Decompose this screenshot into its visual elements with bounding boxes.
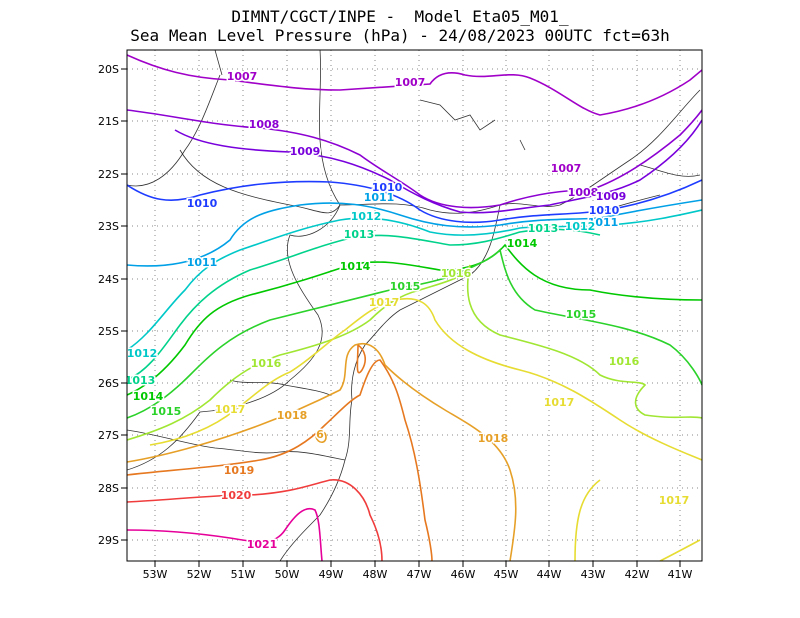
isobar-1021	[127, 508, 323, 561]
isobar-label-1016: 1016	[251, 357, 282, 370]
lon-tick-label: 47W	[407, 568, 432, 581]
isobar-label-1018: 1018	[277, 409, 308, 422]
isobar-label-1008: 1008	[568, 186, 599, 199]
isobar-label-1017: 1017	[544, 396, 575, 409]
lon-tick-label: 46W	[451, 568, 476, 581]
isobar-label-1009: 1009	[596, 190, 627, 203]
axis-ticks: 20S 21S 22S 23S 24S 25S 26S 27S 28S 29S 53W 52W 51W 5…	[98, 63, 693, 581]
lat-tick-label: 20S	[98, 63, 119, 76]
lat-tick-label: 21S	[98, 115, 119, 128]
lat-tick-label: 26S	[98, 377, 119, 390]
isobar-1017	[149, 298, 702, 561]
map-frame	[126, 49, 703, 562]
lat-tick-label: 27S	[98, 429, 119, 442]
map-gridlines	[127, 50, 702, 561]
isobar-label-1014: 1014	[133, 390, 164, 403]
isobar-label-1021: 1021	[247, 538, 278, 551]
lat-tick-label: 29S	[98, 534, 119, 547]
isobar-label-1010: 1010	[589, 204, 620, 217]
lon-tick-label: 44W	[537, 568, 562, 581]
isobar-1018-small	[315, 430, 327, 444]
map-title-line1: DIMNT/CGCT/INPE - Model Eta05_M01_	[231, 7, 569, 26]
isobar-1014	[127, 243, 702, 396]
isobar-label-1017: 1017	[369, 296, 400, 309]
isobar-1011	[127, 199, 702, 267]
lat-tick-label: 23S	[98, 220, 119, 233]
lat-tick-label: 28S	[98, 482, 119, 495]
isobar-label-1017: 1017	[215, 403, 246, 416]
lat-tick-label: 24S	[98, 273, 119, 286]
lon-tick-label: 51W	[231, 568, 256, 581]
isobar-label-1010: 1010	[187, 197, 218, 210]
isobar-label-1007: 1007	[551, 162, 582, 175]
coastline	[127, 50, 701, 561]
isobar-label-1008: 1008	[249, 118, 280, 131]
isobar-1016	[127, 264, 702, 441]
lon-tick-label: 41W	[668, 568, 693, 581]
lat-tick-label: 25S	[98, 325, 119, 338]
lon-tick-label: 42W	[625, 568, 650, 581]
isobar-label-1012: 1012	[127, 347, 158, 360]
isobars	[127, 54, 702, 561]
isobar-1013	[127, 228, 601, 381]
isobar-1018	[127, 343, 517, 561]
isobar-label-1013: 1013	[344, 228, 375, 241]
isobar-label-1015: 1015	[151, 405, 182, 418]
isobar-label-1007: 1007	[395, 76, 426, 89]
isobar-label-1009: 1009	[290, 145, 321, 158]
isobar-label-1011: 1011	[588, 216, 619, 229]
isobar-label-1014: 1014	[340, 260, 371, 273]
lon-tick-label: 43W	[581, 568, 606, 581]
isobar-label-1007: 1007	[227, 70, 258, 83]
isobar-label-1016: 1016	[441, 267, 472, 280]
isobar-label-1013: 1013	[528, 222, 559, 235]
lon-tick-label: 53W	[143, 568, 168, 581]
isobar-1019	[127, 344, 433, 561]
isobar-label-6: 6	[316, 428, 324, 441]
isobar-label-1015: 1015	[566, 308, 597, 321]
isobar-label-1020: 1020	[221, 489, 252, 502]
isobar-label-1018: 1018	[478, 432, 509, 445]
isobar-1012	[127, 209, 702, 351]
lon-tick-label: 50W	[275, 568, 300, 581]
isobar-label-1013: 1013	[125, 374, 156, 387]
isobar-1008	[127, 109, 702, 209]
isobar-1010	[127, 179, 702, 224]
lon-tick-label: 48W	[363, 568, 388, 581]
isobar-label-1012: 1012	[565, 220, 596, 233]
isobar-label-1016: 1016	[609, 355, 640, 368]
lat-tick-label: 22S	[98, 168, 119, 181]
isobar-labels: 1007 100710071008100810091009101010101010…	[125, 69, 691, 553]
lon-tick-label: 52W	[187, 568, 212, 581]
lon-tick-label: 49W	[319, 568, 344, 581]
isobar-1007	[127, 54, 702, 116]
map-title-line2: Sea Mean Level Pressure (hPa) - 24/08/20…	[130, 26, 670, 45]
isobar-1020	[127, 479, 383, 561]
isobar-1009	[174, 119, 702, 214]
isobar-label-1014: 1014	[507, 237, 538, 250]
isobar-label-1011: 1011	[187, 256, 218, 269]
isobar-label-1011: 1011	[364, 191, 395, 204]
lon-tick-label: 45W	[494, 568, 519, 581]
isobar-label-1019: 1019	[224, 464, 255, 477]
isobar-label-1015: 1015	[390, 280, 421, 293]
isobar-label-1012: 1012	[351, 210, 382, 223]
isobar-label-1010: 1010	[372, 181, 403, 194]
isobar-label-1017: 1017	[659, 494, 690, 507]
isobar-1015	[127, 248, 702, 419]
